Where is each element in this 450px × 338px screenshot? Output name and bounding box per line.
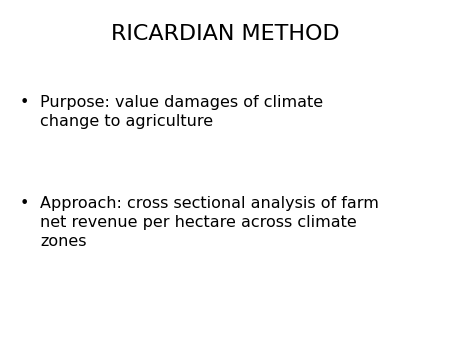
Text: •: •: [20, 196, 29, 211]
Text: RICARDIAN METHOD: RICARDIAN METHOD: [111, 24, 339, 44]
Text: Purpose: value damages of climate
change to agriculture: Purpose: value damages of climate change…: [40, 95, 324, 129]
Text: Approach: cross sectional analysis of farm
net revenue per hectare across climat: Approach: cross sectional analysis of fa…: [40, 196, 379, 249]
Text: •: •: [20, 95, 29, 110]
